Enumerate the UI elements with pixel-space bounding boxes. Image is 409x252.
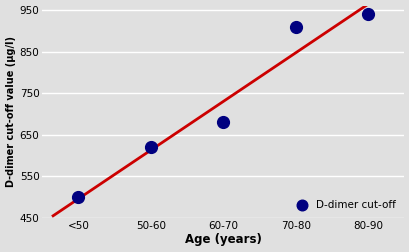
D-dimer cut-off (220, 120, 226, 124)
Y-axis label: D-dimer cut-off value (μg/l): D-dimer cut-off value (μg/l) (6, 36, 16, 187)
D-dimer cut-off (147, 145, 154, 149)
Legend: D-dimer cut-off: D-dimer cut-off (288, 196, 398, 213)
D-dimer cut-off (292, 24, 298, 28)
X-axis label: Age (years): Age (years) (184, 233, 261, 246)
D-dimer cut-off (75, 195, 81, 199)
D-dimer cut-off (364, 12, 371, 16)
